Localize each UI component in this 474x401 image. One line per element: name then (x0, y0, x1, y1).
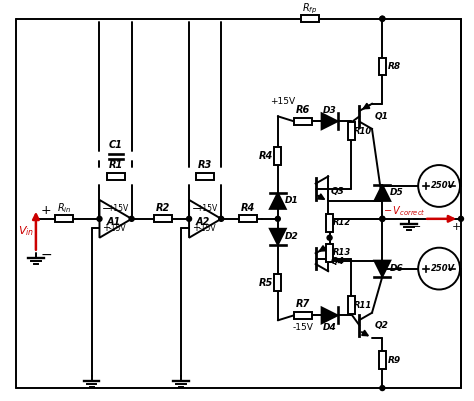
Text: +15V: +15V (107, 205, 128, 213)
Circle shape (380, 16, 385, 21)
Circle shape (129, 216, 134, 221)
Bar (301, 15, 319, 22)
Text: R4: R4 (259, 151, 273, 161)
Text: 250V: 250V (431, 182, 455, 190)
Polygon shape (100, 200, 132, 238)
Text: Q1: Q1 (374, 112, 388, 121)
Polygon shape (374, 261, 390, 277)
Text: R6: R6 (296, 105, 310, 115)
Polygon shape (189, 200, 221, 238)
Text: $-\,V_{correct}$: $-\,V_{correct}$ (383, 204, 426, 218)
Bar (274, 147, 281, 165)
Bar (107, 172, 125, 180)
Text: -15V: -15V (292, 323, 313, 332)
Polygon shape (322, 308, 337, 323)
Bar (326, 244, 333, 261)
Text: −: − (41, 248, 53, 262)
Text: −: − (191, 205, 201, 215)
Bar (274, 273, 281, 292)
Text: Q3: Q3 (330, 187, 345, 196)
Text: R11: R11 (354, 301, 373, 310)
Polygon shape (270, 193, 286, 209)
Circle shape (380, 216, 385, 221)
Text: D6: D6 (390, 264, 403, 273)
Circle shape (275, 216, 280, 221)
Text: -15V: -15V (109, 224, 127, 233)
Circle shape (97, 216, 102, 221)
Circle shape (219, 216, 224, 221)
Text: D5: D5 (390, 188, 403, 197)
Text: -15V: -15V (198, 224, 216, 233)
Circle shape (418, 165, 460, 207)
Bar (379, 351, 386, 369)
Bar (239, 215, 257, 222)
Text: R13: R13 (332, 248, 351, 257)
Text: $R_{in}$: $R_{in}$ (56, 201, 71, 215)
Circle shape (418, 248, 460, 290)
Bar (155, 215, 172, 222)
Circle shape (380, 216, 385, 221)
Text: Q2: Q2 (374, 321, 388, 330)
Text: R9: R9 (388, 356, 401, 365)
Bar (294, 312, 312, 319)
Text: −: − (411, 222, 421, 232)
Text: C1: C1 (109, 140, 122, 150)
Text: 250V: 250V (431, 264, 455, 273)
Text: Q4: Q4 (330, 257, 345, 266)
Bar (326, 214, 333, 232)
Text: +15V: +15V (270, 97, 295, 106)
Text: D2: D2 (285, 232, 299, 241)
Circle shape (187, 216, 191, 221)
Text: R3: R3 (198, 160, 212, 170)
Text: R1: R1 (109, 160, 123, 170)
Text: +: + (41, 205, 52, 217)
Bar (294, 118, 312, 125)
Polygon shape (270, 229, 286, 245)
Bar (55, 215, 73, 222)
Bar (348, 122, 355, 140)
Text: D4: D4 (323, 323, 337, 332)
Bar (348, 296, 355, 314)
Text: +: + (102, 223, 110, 233)
Bar (379, 58, 386, 75)
Text: R10: R10 (354, 127, 373, 136)
Text: +: + (192, 223, 200, 233)
Text: +15V: +15V (197, 205, 218, 213)
Text: R5: R5 (259, 277, 273, 288)
Circle shape (380, 16, 385, 21)
Text: A2: A2 (196, 217, 210, 227)
Bar (196, 172, 214, 180)
Text: $R_{fp}$: $R_{fp}$ (302, 2, 317, 16)
Circle shape (380, 386, 385, 391)
Text: $V_{in}$: $V_{in}$ (18, 224, 34, 238)
Text: R4: R4 (241, 203, 255, 213)
Text: D3: D3 (323, 106, 337, 115)
Circle shape (458, 216, 464, 221)
Text: R7: R7 (296, 300, 310, 310)
Text: R2: R2 (156, 203, 171, 213)
Circle shape (327, 235, 332, 240)
Text: A1: A1 (107, 217, 121, 227)
Text: R8: R8 (388, 62, 401, 71)
Text: D1: D1 (285, 196, 299, 205)
Text: −: − (102, 205, 111, 215)
Text: R12: R12 (332, 218, 351, 227)
Text: +: + (451, 222, 461, 232)
Polygon shape (374, 185, 390, 201)
Polygon shape (322, 113, 337, 129)
